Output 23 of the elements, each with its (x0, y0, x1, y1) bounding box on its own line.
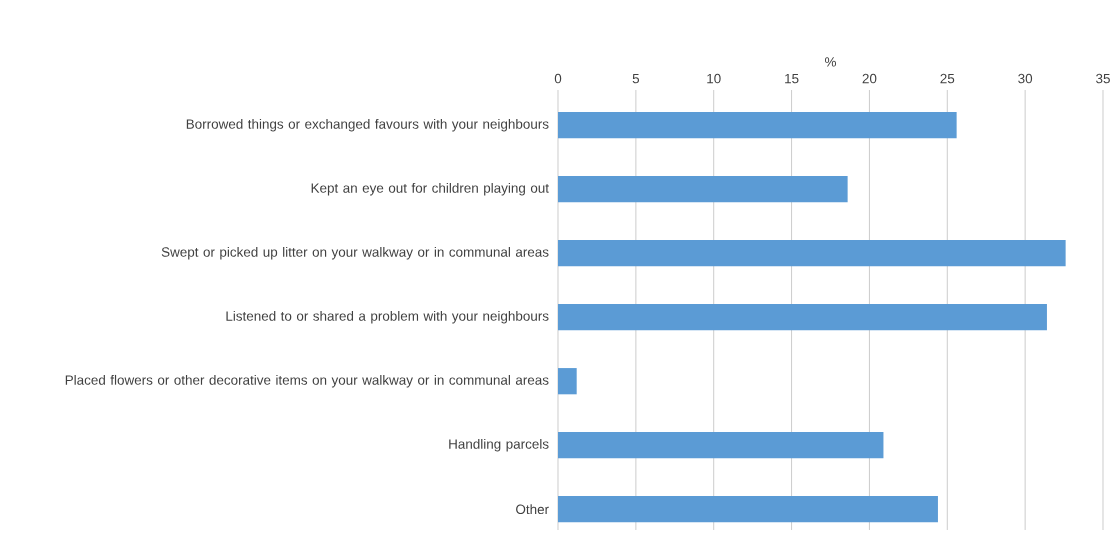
x-tick-label: 35 (1096, 73, 1110, 84)
bar (558, 368, 577, 395)
y-tick-label: Handling parcels (449, 438, 549, 452)
y-tick-label: Borrowed things or exchanged favours with your neighbours (186, 118, 549, 132)
y-tick-label: Swept or picked up litter on your walkway or in communal areas (161, 246, 549, 260)
x-tick-label: 10 (707, 73, 721, 84)
bar (558, 240, 1066, 267)
x-tick-label: 15 (785, 73, 799, 84)
bar (558, 432, 884, 459)
x-tick-label: 0 (554, 73, 562, 84)
y-tick-label: Placed flowers or other decorative items on your walkway or in communal areas (65, 374, 549, 388)
x-tick-label: 5 (632, 73, 640, 84)
bar (558, 112, 957, 139)
y-tick-label: Other (516, 504, 549, 515)
bar (558, 176, 848, 203)
bar (558, 496, 938, 523)
y-tick-label: Kept an eye out for children playing out (311, 182, 549, 196)
y-tick-label: Listened to or shared a problem with your neighbours (226, 310, 549, 324)
x-tick-label: 30 (1018, 73, 1033, 84)
bar (558, 304, 1047, 331)
x-tick-label: 20 (862, 73, 877, 84)
x-tick-label: 25 (940, 73, 955, 84)
x-axis-title: % (825, 57, 837, 67)
